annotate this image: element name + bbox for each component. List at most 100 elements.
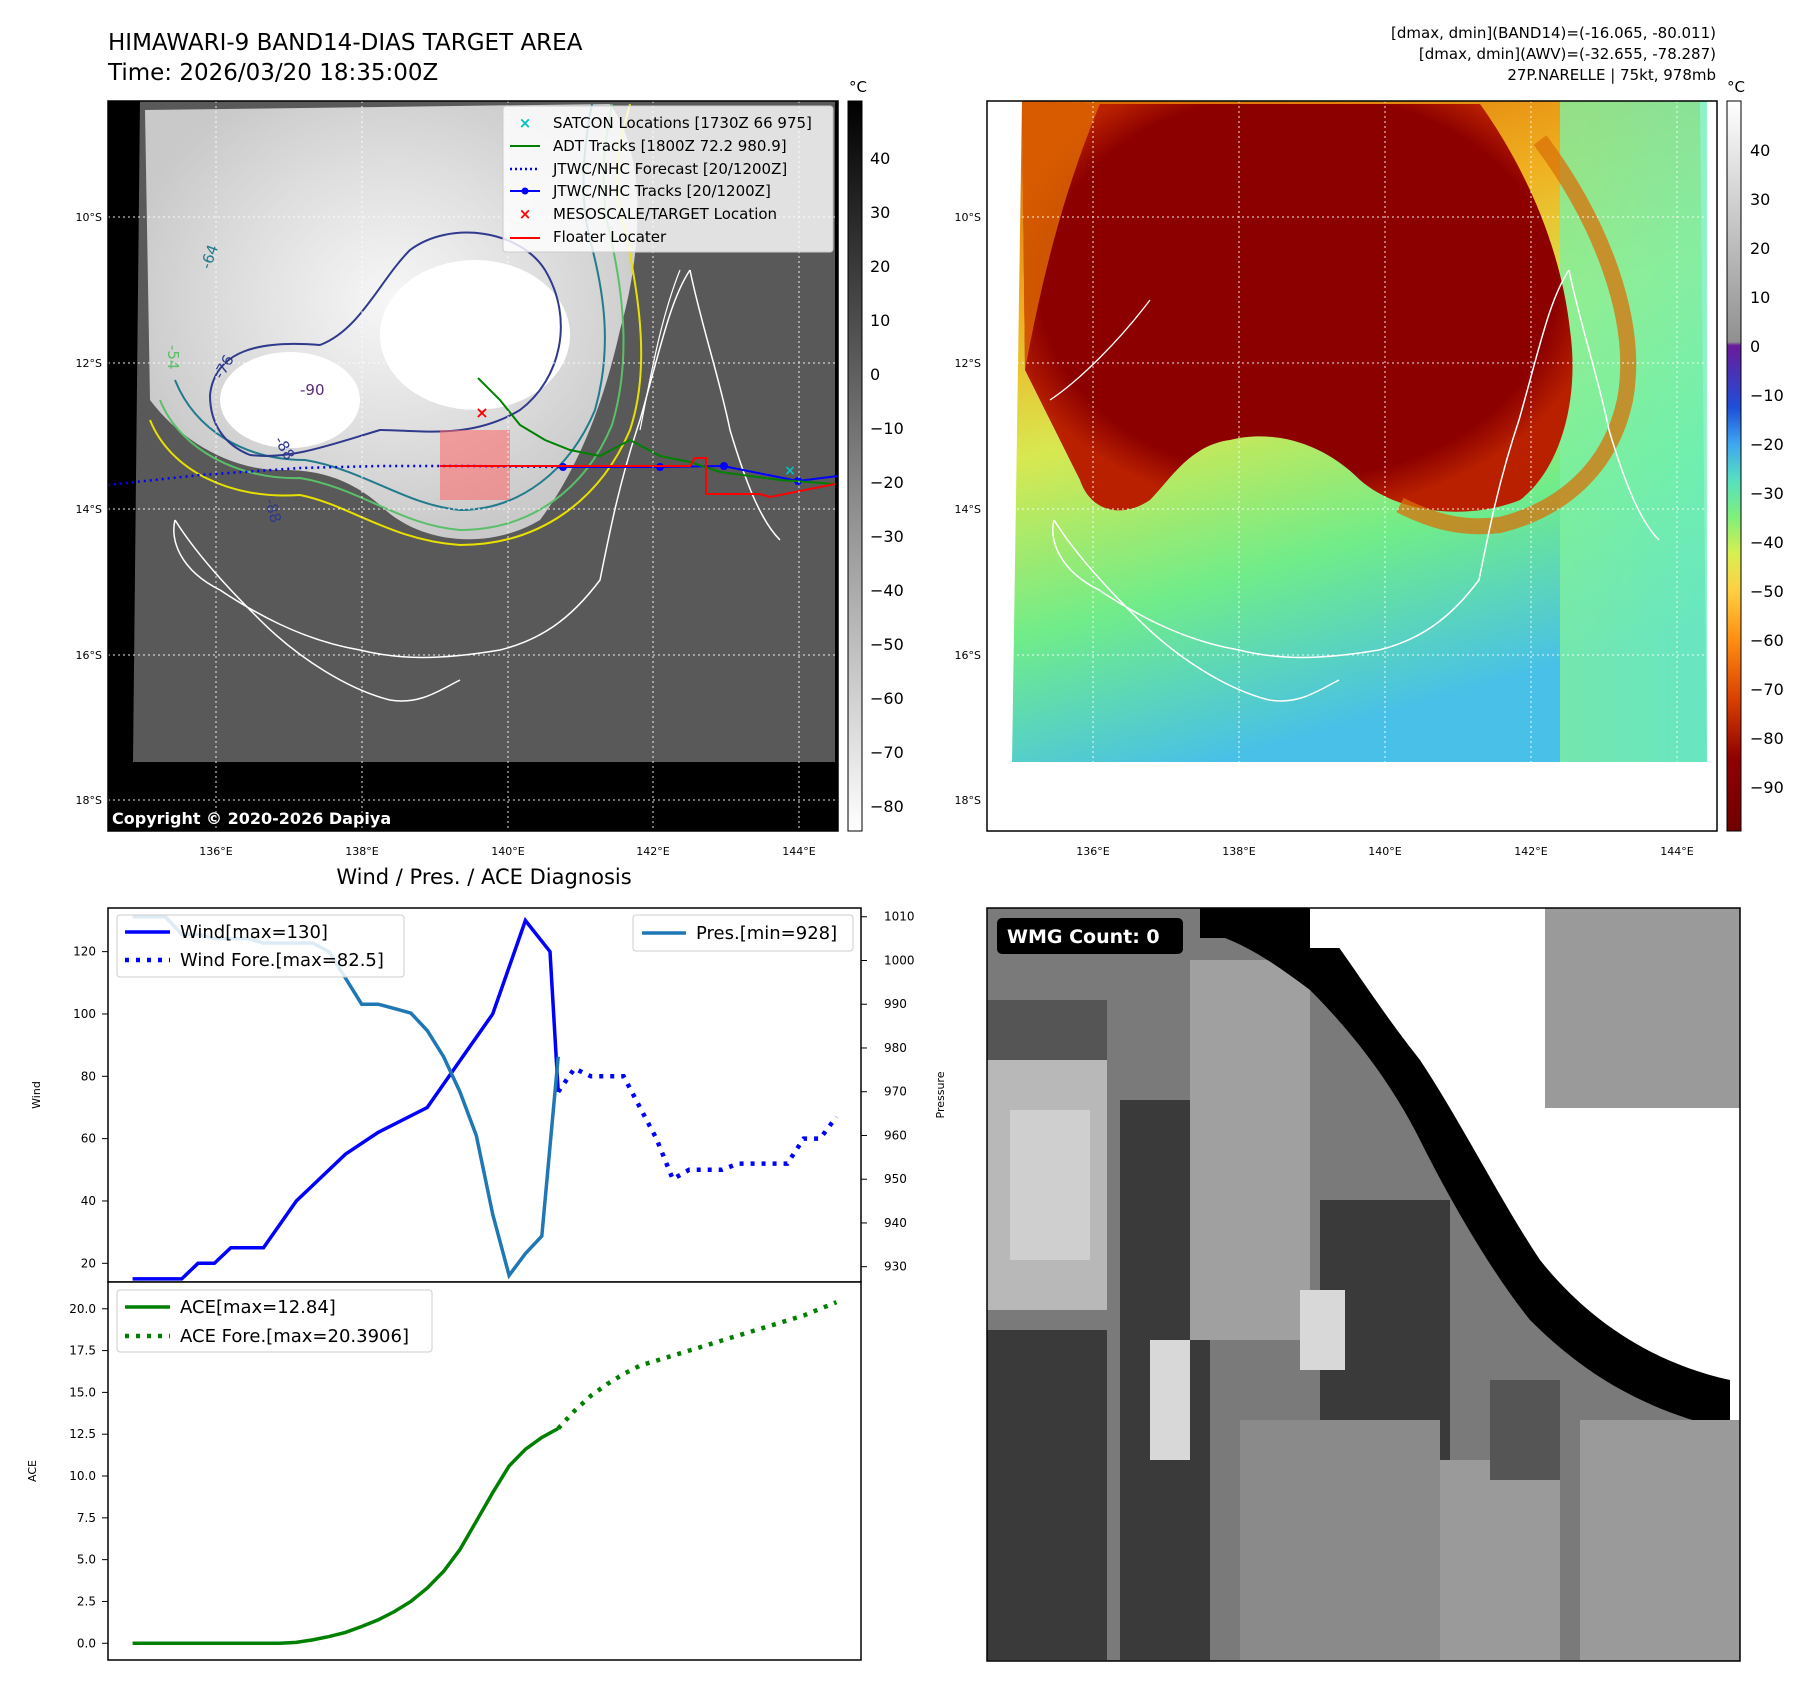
- ir-cold-core-2: [220, 352, 360, 448]
- diagnosis-title: Wind / Pres. / ACE Diagnosis: [336, 865, 631, 889]
- color-tick-m50: −50: [1750, 582, 1784, 601]
- figure-title-line1: HIMAWARI-9 BAND14-DIAS TARGET AREA: [108, 30, 583, 56]
- pressure-tick-label: 960: [884, 1128, 907, 1142]
- legend-label-floater: Floater Locater: [553, 228, 667, 246]
- satcon-marker: ×: [784, 463, 796, 479]
- wmg-light-patch-1: [1300, 1290, 1345, 1370]
- ace-tick-label: 7.5: [77, 1511, 96, 1525]
- ace-legend-box: [116, 1289, 433, 1353]
- ir-map-legend: × × SATCON Locations [1730Z 66 975] ADT …: [502, 105, 834, 253]
- ace-fore-legend-label: ACE Fore.[max=20.3906]: [180, 1326, 409, 1347]
- wind-tick-label: 20: [81, 1256, 96, 1270]
- enhanced-cloud-mass: [1022, 101, 1573, 512]
- ace-chart: 0.0 2.5 5.0 7.5 10.0 12.5 15.0 17.5 20.0 ACE ACE…: [26, 1281, 862, 1661]
- ace-tick-label: 20.0: [69, 1302, 96, 1316]
- color-colorbar-bar: [1726, 100, 1742, 832]
- pressure-legend-box: [632, 914, 854, 952]
- wmg-gray-upper-right: [1545, 908, 1740, 1108]
- gray-tick-m60: −60: [870, 689, 904, 708]
- enhanced-map-panel: 10°S 12°S 14°S 16°S 18°S 136°E 138°E 140…: [955, 78, 1784, 858]
- wind-tick-label: 40: [81, 1194, 96, 1208]
- enh-lon-label-140e: 140°E: [1368, 845, 1401, 858]
- lon-label-138e: 138°E: [345, 845, 378, 858]
- ace-yticks: 0.0 2.5 5.0 7.5 10.0 12.5 15.0 17.5 20.0: [69, 1302, 108, 1650]
- ace-legend: ACE[max=12.84] ACE Fore.[max=20.3906]: [116, 1289, 433, 1353]
- wmg-count-label: WMG Count: 0: [1007, 926, 1160, 948]
- color-tick-m80: −80: [1750, 729, 1784, 748]
- adt-track: [477, 377, 836, 485]
- color-tick-m60: −60: [1750, 631, 1784, 650]
- contour-label-6: -88: [261, 496, 285, 524]
- enh-lat-label-16s: 16°S: [955, 649, 981, 662]
- copyright-text: Copyright © 2020-2026 Dapiya: [112, 809, 391, 828]
- color-tick-m90: −90: [1750, 778, 1784, 797]
- lon-label-136e: 136°E: [199, 845, 232, 858]
- ace-ylabel: ACE: [26, 1460, 39, 1482]
- gray-tick-0: 0: [870, 365, 880, 384]
- info-line1: [dmax, dmin](BAND14)=(-16.065, -80.011): [1391, 24, 1716, 42]
- ace-tick-label: 12.5: [69, 1427, 96, 1441]
- ir-map-lon-labels: 136°E 138°E 140°E 142°E 144°E: [199, 845, 815, 858]
- gray-tick-10: 10: [870, 311, 890, 330]
- info-line3: 27P.NARELLE | 75kt, 978mb: [1507, 66, 1716, 84]
- enhanced-map-gridlines: [987, 101, 1717, 831]
- pressure-tick-label: 1000: [884, 953, 915, 967]
- lon-label-140e: 140°E: [491, 845, 524, 858]
- wmg-block-gray-center: [1240, 1420, 1440, 1660]
- gray-tick-30: 30: [870, 203, 890, 222]
- wind-legend: Wind[max=130] Wind Fore.[max=82.5]: [116, 914, 405, 978]
- lon-label-144e: 144°E: [782, 845, 815, 858]
- ace-tick-label: 17.5: [69, 1344, 96, 1358]
- wmg-light-patch-2: [1150, 1340, 1190, 1460]
- legend-marker-tracks-dot: [521, 187, 529, 195]
- enhanced-map-lon-labels: 136°E 138°E 140°E 142°E 144°E: [1076, 845, 1693, 858]
- legend-label-tracks: JTWC/NHC Tracks [20/1200Z]: [552, 182, 771, 200]
- pressure-tick-label: 980: [884, 1041, 907, 1055]
- color-tick-m30: −30: [1750, 484, 1784, 503]
- mesoscale-marker: ×: [475, 403, 488, 422]
- wind-pressure-chart: 20 40 60 80 100 120 930 940 950 960 970 980 990 1000…: [30, 907, 947, 1283]
- enhanced-spiral-band: [1396, 135, 1637, 535]
- wmg-dark-band-left: [987, 1000, 1107, 1060]
- wmg-dark-lower-right: [1490, 1380, 1560, 1480]
- enhanced-map-frame: [986, 100, 1718, 832]
- legend-box: [502, 105, 834, 253]
- enhanced-coastline-east: [1568, 269, 1660, 541]
- lon-label-142e: 142°E: [636, 845, 669, 858]
- color-tick-m10: −10: [1750, 386, 1784, 405]
- lat-label-12s: 12°S: [76, 357, 102, 370]
- enh-lon-label-144e: 144°E: [1660, 845, 1693, 858]
- lat-label-18s: 18°S: [76, 794, 102, 807]
- color-tick-10: 10: [1750, 288, 1770, 307]
- gray-tick-m30: −30: [870, 527, 904, 546]
- ace-legend-label: ACE[max=12.84]: [180, 1297, 336, 1318]
- coastline-peninsula-west: [639, 269, 681, 431]
- pressure-yticks: 930 940 950 960 970 980 990 1000 1010: [861, 910, 915, 1274]
- legend-label-mesoscale: MESOSCALE/TARGET Location: [553, 205, 777, 223]
- gray-tick-20: 20: [870, 257, 890, 276]
- ace-tick-label: 0.0: [77, 1636, 96, 1650]
- lat-label-14s: 14°S: [76, 503, 102, 516]
- ace-tick-label: 5.0: [77, 1553, 96, 1567]
- ace-observed-line: [132, 1426, 560, 1646]
- enh-lon-label-136e: 136°E: [1076, 845, 1109, 858]
- contour-indigo: [208, 231, 562, 457]
- info-line2: [dmax, dmin](AWV)=(-32.655, -78.287): [1419, 45, 1716, 63]
- wind-tick-label: 100: [73, 1007, 96, 1021]
- ir-cold-core-1: [380, 260, 570, 410]
- coastline-gulf-south: [174, 519, 461, 702]
- enh-lat-label-18s: 18°S: [955, 794, 981, 807]
- gray-tick-m40: −40: [870, 581, 904, 600]
- enh-lon-label-138e: 138°E: [1222, 845, 1255, 858]
- wind-legend-label: Wind[max=130]: [180, 922, 328, 943]
- legend-label-satcon: SATCON Locations [1730Z 66 975]: [553, 114, 812, 132]
- wind-fore-legend-label: Wind Fore.[max=82.5]: [180, 950, 384, 971]
- wind-tick-label: 80: [81, 1069, 96, 1083]
- coastline-cape-york: [173, 269, 691, 659]
- gray-tick-40: 40: [870, 149, 890, 168]
- color-colorbar-unit: °C: [1727, 78, 1745, 96]
- lat-label-16s: 16°S: [76, 649, 102, 662]
- color-tick-0: 0: [1750, 337, 1760, 356]
- color-tick-20: 20: [1750, 239, 1770, 258]
